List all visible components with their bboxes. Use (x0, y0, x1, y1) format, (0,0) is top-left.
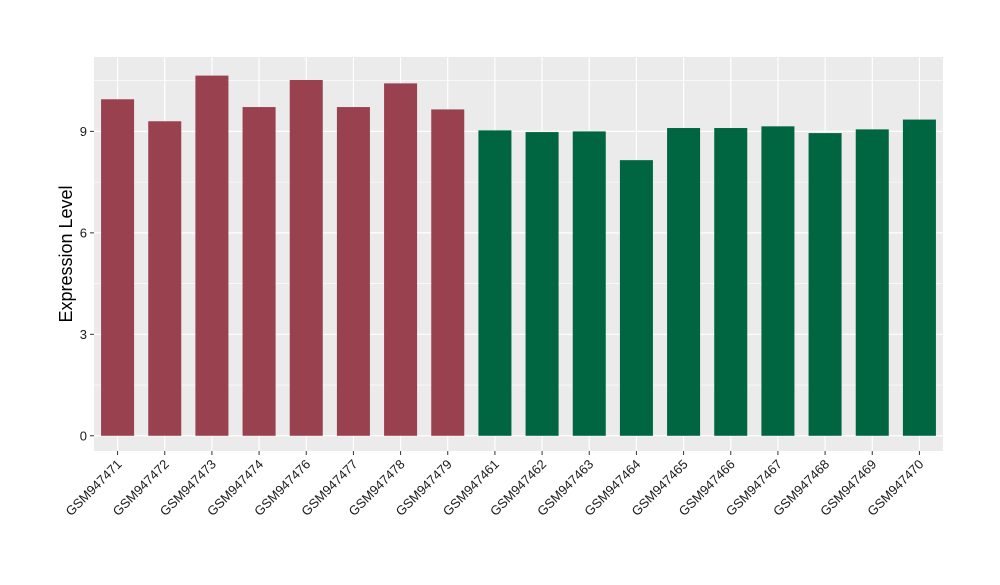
bar-GSM947466 (714, 128, 748, 436)
bar-GSM947465 (667, 128, 701, 436)
bar-GSM947471 (101, 99, 135, 436)
y-tick-label: 3 (80, 327, 87, 342)
y-tick-label: 0 (80, 428, 87, 443)
y-axis-title: Expression Level (56, 185, 76, 322)
bar-GSM947476 (289, 79, 323, 436)
bar-GSM947469 (855, 129, 889, 436)
bar-GSM947473 (195, 75, 229, 436)
bar-GSM947474 (242, 107, 276, 436)
bar-GSM947470 (902, 119, 936, 436)
bars (101, 75, 936, 436)
bar-GSM947462 (525, 132, 559, 436)
bar-GSM947463 (572, 131, 606, 436)
y-tick-label: 6 (80, 225, 87, 240)
bar-GSM947464 (619, 160, 653, 436)
bar-GSM947478 (384, 83, 418, 436)
bar-GSM947467 (761, 126, 795, 436)
bar-GSM947461 (478, 130, 512, 436)
bar-GSM947472 (148, 121, 182, 436)
bar-GSM947477 (336, 107, 370, 436)
y-tick-label: 9 (80, 124, 87, 139)
bar-GSM947479 (431, 109, 465, 436)
bar-GSM947468 (808, 133, 842, 436)
